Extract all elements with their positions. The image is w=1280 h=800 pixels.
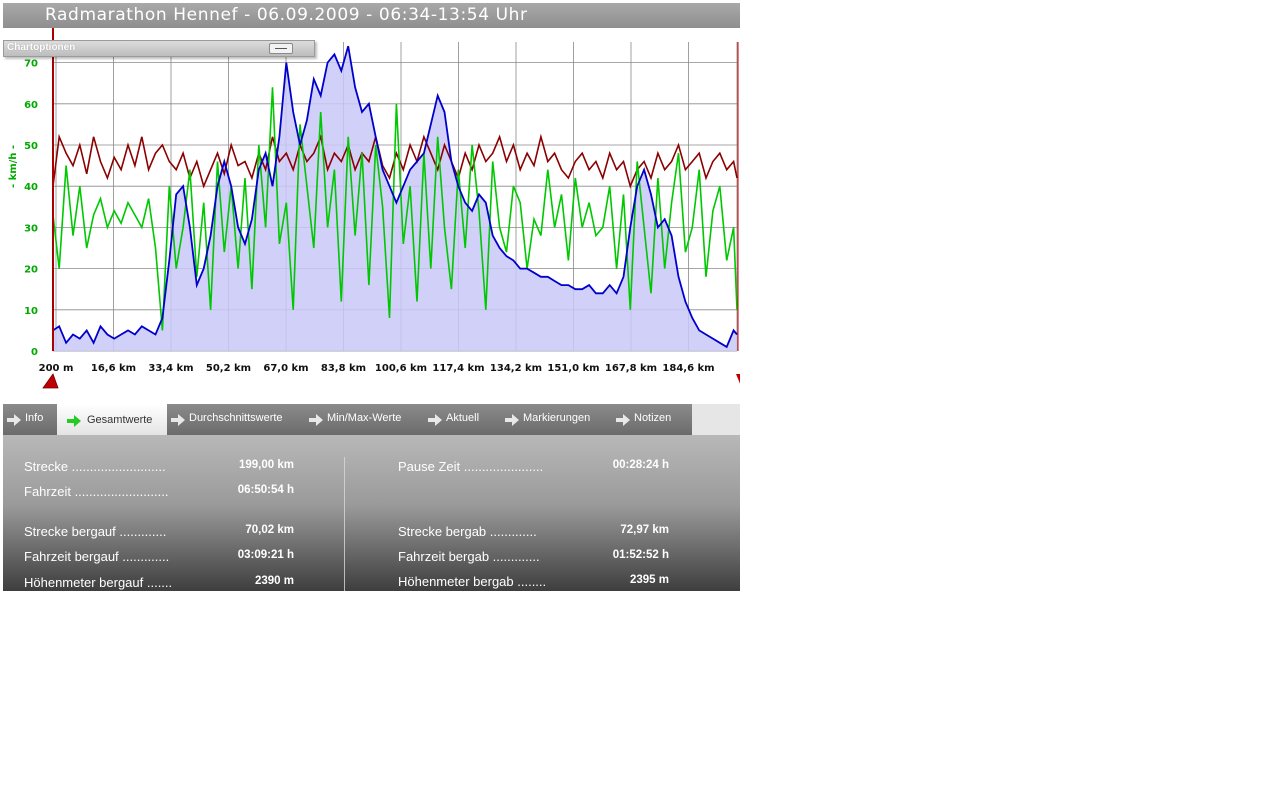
x-tick-label: 151,0 km — [547, 363, 599, 374]
x-tick-label: 67,0 km — [263, 363, 308, 374]
tab-bar: Info Gesamtwerte Durchschnittswerte Min/Max… — [3, 404, 740, 435]
tab-aktuell[interactable]: Aktuell — [424, 404, 502, 435]
y-tick-label: 60 — [24, 100, 38, 111]
y-tick-label: 30 — [24, 223, 38, 234]
panel-divider — [344, 457, 345, 591]
stat-value: 72,97 km — [620, 524, 669, 536]
stat-label: Pause Zeit ...................... — [398, 459, 544, 474]
stat-value: 199,00 km — [239, 459, 294, 471]
x-tick-label: 134,2 km — [490, 363, 542, 374]
stat-label: Fahrzeit bergauf ............. — [24, 549, 170, 564]
x-tick-label: 50,2 km — [206, 363, 251, 374]
stat-label: Höhenmeter bergab ........ — [398, 574, 547, 589]
tab-info[interactable]: Info — [3, 404, 58, 435]
tab-markierungen[interactable]: Markierungen — [501, 404, 613, 435]
stat-value: 01:52:52 h — [612, 549, 669, 561]
stat-value: 2390 m — [254, 575, 294, 587]
y-tick-label: 50 — [24, 141, 38, 152]
tab-durchschnittswerte[interactable]: Durchschnittswerte — [167, 404, 306, 435]
stat-label: Fahrzeit bergab ............. — [398, 549, 540, 564]
tab-label: Markierungen — [523, 412, 591, 424]
start-marker-handle — [42, 373, 59, 389]
stat-value: 70,02 km — [245, 524, 294, 536]
end-marker-handle — [736, 374, 740, 384]
window-title: Radmarathon Hennef - 06.09.2009 - 06:34-… — [45, 5, 528, 25]
chart-options-label: Chartoptionen — [7, 42, 76, 53]
elevation-area — [53, 46, 737, 351]
tab-notizen[interactable]: Notizen — [612, 404, 693, 435]
stat-label: Strecke bergab ............. — [398, 524, 537, 539]
stat-value: 06:50:54 h — [237, 484, 294, 496]
x-tick-label: 117,4 km — [432, 363, 484, 374]
y-tick-label: 70 — [24, 59, 38, 70]
stat-value: 03:09:21 h — [237, 549, 294, 561]
stat-value: 00:28:24 h — [612, 459, 669, 471]
x-tick-label: 184,6 km — [662, 363, 714, 374]
tab-label: Info — [25, 412, 44, 424]
stat-label: Fahrzeit .......................... — [24, 484, 169, 499]
arrow-right-icon — [7, 414, 21, 426]
arrow-right-icon — [428, 414, 442, 426]
chart-options-bar[interactable]: Chartoptionen — [3, 40, 315, 57]
chart-area[interactable]: 0 10 20 30 40 50 60 70 200 m 16,6 km 33,4 km 50,2 k… — [3, 28, 740, 406]
y-tick-label: 0 — [31, 347, 38, 358]
y-axis-label: - km/h - — [8, 145, 19, 188]
arrow-right-icon — [309, 414, 323, 426]
y-tick-label: 20 — [24, 265, 38, 276]
speed-chart[interactable]: 0 10 20 30 40 50 60 70 200 m 16,6 km 33,4 km 50,2 k… — [3, 28, 740, 406]
x-tick-label: 200 m — [39, 363, 74, 374]
tab-min-max-werte[interactable]: Min/Max-Werte — [305, 404, 425, 435]
tab-bar-filler — [692, 404, 740, 435]
y-tick-label: 40 — [24, 182, 38, 193]
series-line-blue — [52, 45, 738, 349]
x-tick-label: 33,4 km — [148, 363, 193, 374]
x-tick-label: 100,6 km — [375, 363, 427, 374]
arrow-right-icon — [616, 414, 630, 426]
tour-window: Radmarathon Hennef - 06.09.2009 - 06:34-… — [3, 3, 740, 591]
stat-value: 2395 m — [629, 574, 669, 586]
tab-label: Aktuell — [446, 412, 480, 424]
series-line-red — [52, 133, 738, 189]
series-line-green — [52, 87, 738, 331]
tab-label: Notizen — [634, 412, 672, 424]
stat-label: Strecke bergauf ............. — [24, 524, 167, 539]
y-tick-label: 10 — [24, 306, 38, 317]
tab-label: Durchschnittswerte — [189, 412, 283, 424]
stat-label: Höhenmeter bergauf ....... — [24, 575, 173, 590]
stats-panel: Strecke .......................... 199,00… — [3, 435, 740, 591]
stat-label: Strecke .......................... — [24, 459, 166, 474]
tab-label: Gesamtwerte — [87, 414, 153, 426]
arrow-right-icon — [505, 414, 519, 426]
x-tick-label: 83,8 km — [321, 363, 366, 374]
tab-label: Min/Max-Werte — [327, 412, 402, 424]
x-tick-label: 167,8 km — [605, 363, 657, 374]
tab-gesamtwerte[interactable]: Gesamtwerte — [57, 404, 168, 435]
arrow-right-icon — [67, 415, 81, 427]
x-tick-label: 16,6 km — [91, 363, 136, 374]
minimize-button[interactable] — [269, 43, 293, 54]
arrow-right-icon — [171, 414, 185, 426]
title-bar: Radmarathon Hennef - 06.09.2009 - 06:34-… — [3, 3, 740, 28]
